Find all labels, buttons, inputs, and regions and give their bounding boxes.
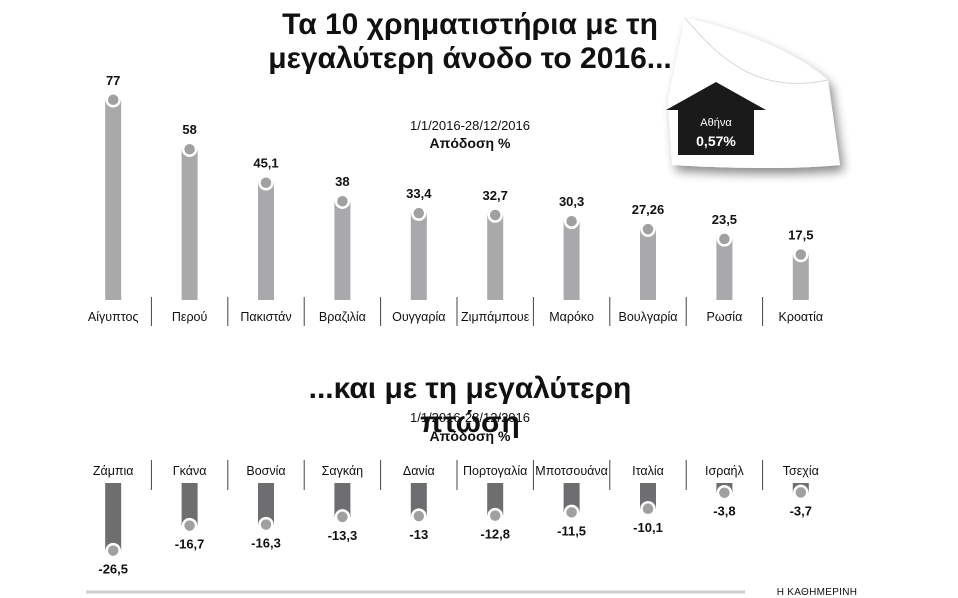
bottom-chart-period: 1/1/2016-28/12/2016 <box>410 410 530 425</box>
bottom-category-label: Γκάνα <box>173 464 207 478</box>
bottom-category-label: Ιταλία <box>632 464 664 478</box>
top-value-label: 30,3 <box>559 194 584 209</box>
top-bar <box>334 201 351 300</box>
top-value-label: 23,5 <box>712 212 737 227</box>
bottom-value-label: -3,7 <box>790 503 812 518</box>
top-bar <box>563 221 580 300</box>
top-value-label: 58 <box>182 122 196 137</box>
top-category-label: Ουγγαρία <box>392 310 445 324</box>
bottom-bar-dot <box>793 484 809 501</box>
brand-label: Η ΚΑΘΗΜΕΡΙΝΗ <box>777 587 858 598</box>
bottom-value-label: -16,7 <box>175 537 205 552</box>
highlight-value: 0,57% <box>696 133 736 149</box>
top-bar <box>105 99 122 300</box>
top-category-label: Βουλγαρία <box>619 310 678 324</box>
bottom-category-label: Τσεχία <box>783 464 819 478</box>
bottom-category-label: Ζάμπια <box>93 464 134 478</box>
top-bar <box>792 254 809 300</box>
bottom-bar <box>563 483 580 513</box>
bottom-bar <box>258 483 274 525</box>
bottom-category-label: Δανία <box>403 464 435 478</box>
bottom-bar-dot <box>258 516 274 533</box>
highlight-card: Αθήνα 0,57% <box>666 17 840 169</box>
top-chart-title: Τα 10 χρηματιστήρια με τη μεγαλύτερη άνο… <box>268 8 672 75</box>
bottom-bar <box>105 483 122 551</box>
bottom-bar-dot <box>716 484 733 501</box>
top-value-label: 32,7 <box>483 188 508 203</box>
top-chart-unit: Απόδοση % <box>429 135 511 151</box>
top-value-label: 33,4 <box>406 186 432 201</box>
top-bar <box>640 229 656 300</box>
bottom-bar-dot <box>640 501 656 517</box>
top-bar-dot <box>793 246 809 263</box>
bottom-chart-bars: -26,5 Ζάμπια -16,7 Γκάνα -16,3 Βοσνία -13,3 Σαγ… <box>93 460 819 577</box>
bottom-bar-dot <box>487 507 503 524</box>
top-bar <box>410 213 427 300</box>
bottom-category-label: Βοσνία <box>246 464 285 478</box>
bottom-chart-unit: Απόδοση % <box>429 428 511 444</box>
bottom-value-label: -13,3 <box>328 528 358 543</box>
top-category-label: Κροατία <box>779 310 824 324</box>
bottom-bar <box>181 483 198 526</box>
top-bar-dot <box>563 213 580 229</box>
bottom-value-label: -12,8 <box>480 527 510 542</box>
highlight-label: Αθήνα <box>700 117 732 129</box>
bottom-bar-dot <box>105 542 121 559</box>
top-chart-bars: 77 Αίγυπτος 58 Περού 45,1 Πακιστάν 38 Βραζιλία 3… <box>88 73 823 326</box>
bottom-category-label: Ισραήλ <box>705 464 744 478</box>
top-category-label: Περού <box>172 310 208 324</box>
bottom-category-label: Πορτογαλία <box>463 464 527 478</box>
top-chart-period: 1/1/2016-28/12/2016 <box>410 118 530 133</box>
top-bar <box>487 214 504 300</box>
up-arrow-icon <box>666 82 766 155</box>
bottom-category-label: Σαγκάη <box>322 464 364 478</box>
bottom-bar <box>334 483 351 517</box>
bottom-bar-dot <box>181 517 198 534</box>
highlight-card-fold <box>684 17 829 84</box>
bottom-value-label: -3,8 <box>713 504 735 519</box>
top-bar <box>258 182 274 300</box>
top-category-label: Αίγυπτος <box>88 310 139 324</box>
top-value-label: 45,1 <box>253 156 278 171</box>
bottom-value-label: -11,5 <box>557 523 586 538</box>
top-bar-dot <box>716 231 733 247</box>
bottom-bar <box>410 483 427 517</box>
top-bar-dot <box>411 205 427 221</box>
top-category-label: Βραζιλία <box>319 310 366 324</box>
top-bar <box>716 238 733 300</box>
bottom-value-label: -10,1 <box>633 520 663 535</box>
bottom-category-label: Μποτσουάνα <box>535 464 608 478</box>
bottom-value-label: -13 <box>409 527 428 542</box>
bottom-value-label: -26,5 <box>98 562 128 577</box>
top-bar-dot <box>105 92 121 108</box>
bottom-bar-dot <box>411 508 427 524</box>
bottom-value-label: -16,3 <box>251 536 281 551</box>
top-value-label: 27,26 <box>632 202 665 217</box>
top-bar-dot <box>258 174 274 191</box>
top-category-label: Πακιστάν <box>240 310 291 324</box>
bottom-bar-dot <box>334 509 351 525</box>
top-category-label: Ζιμπάμπουε <box>461 310 530 324</box>
top-category-label: Ρωσία <box>706 310 742 324</box>
top-value-label: 77 <box>106 73 120 88</box>
top-category-label: Μαρόκο <box>549 310 594 324</box>
bottom-bar <box>487 483 504 516</box>
bottom-chart-title: ...και με τη μεγαλύτερη πτώση <box>308 372 632 439</box>
top-value-label: 38 <box>335 174 349 189</box>
top-bar-dot <box>334 193 351 209</box>
top-bar-dot <box>181 141 198 157</box>
bottom-bar-dot <box>563 504 580 521</box>
top-bar <box>181 149 198 300</box>
top-bar-dot <box>487 207 503 223</box>
top-value-label: 17,5 <box>788 228 813 243</box>
top-bar-dot <box>640 221 656 237</box>
